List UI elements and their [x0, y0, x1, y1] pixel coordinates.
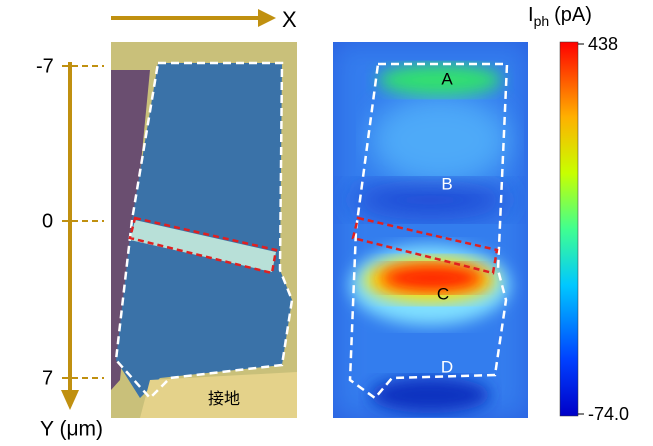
- colorbar-label: Iph (pA): [528, 4, 592, 28]
- region-label: B: [441, 174, 452, 193]
- x-axis: X: [111, 7, 297, 32]
- y-axis: -7 0 7 Y (μm): [36, 55, 104, 441]
- ground-label: 接地: [208, 390, 240, 408]
- x-label: X: [282, 7, 297, 32]
- unit: (pA): [554, 4, 592, 26]
- colorbar: 438 -74.0 Iph (pA): [528, 4, 629, 423]
- y-label: Y (μm): [40, 418, 103, 441]
- subscript: ph: [534, 13, 550, 29]
- y-tick-label: 7: [42, 367, 53, 389]
- symbol: I: [528, 4, 534, 26]
- optical-image: 接地: [111, 42, 297, 418]
- photocurrent-map: A B C D: [333, 42, 528, 418]
- y-tick-label: 0: [42, 210, 53, 232]
- y-tick-label: -7: [36, 55, 54, 77]
- colorbar-min: -74.0: [588, 404, 629, 424]
- region-label: A: [441, 69, 453, 88]
- colorbar-max: 438: [588, 34, 618, 54]
- region-label: D: [441, 357, 453, 376]
- region-label: C: [437, 284, 449, 303]
